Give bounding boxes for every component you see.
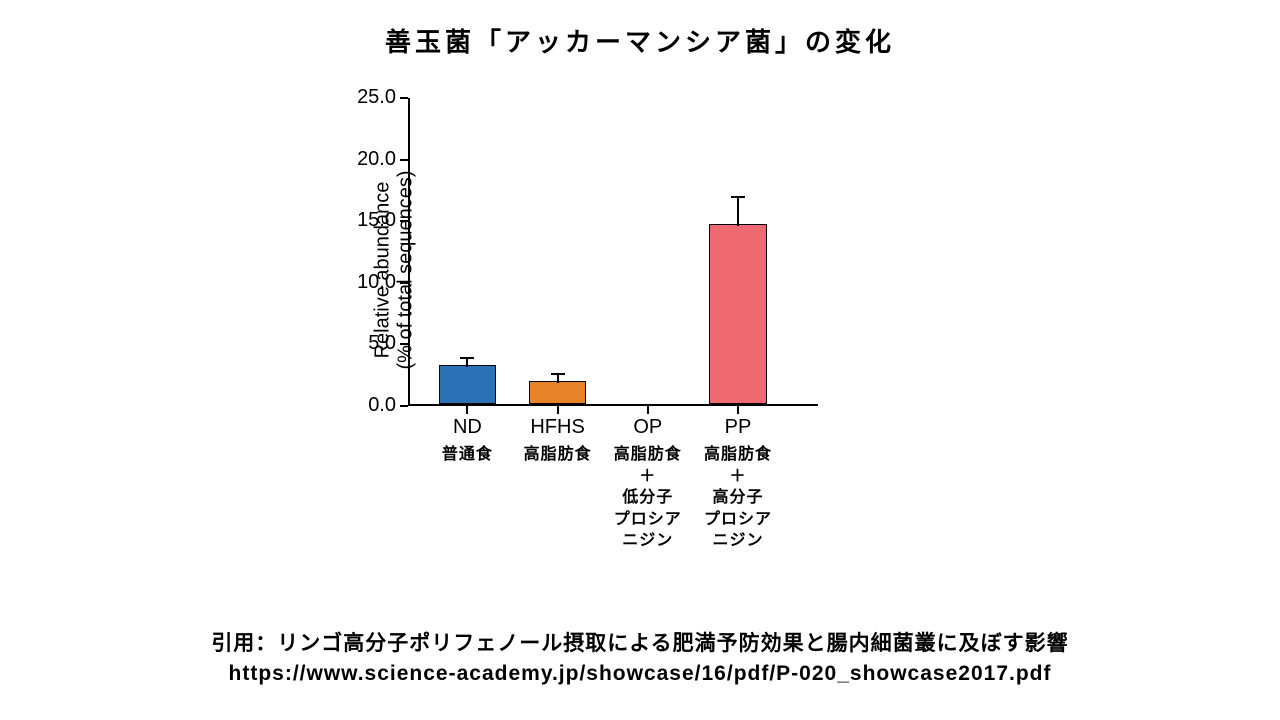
x-tick [557,406,559,414]
y-tick-label: 25.0 [348,86,396,109]
y-tick [400,97,408,99]
x-tick [737,406,739,414]
category-description: 高脂肪食 [508,444,608,466]
error-cap [731,196,745,198]
y-tick-label: 5.0 [348,332,396,355]
error-bar [466,358,468,367]
x-tick-label: OP [598,416,698,439]
category-description: 高脂肪食 ＋ 高分子 プロシア ニジン [688,444,788,552]
chart-container: Relative abundance (% of total sequences… [300,90,840,450]
y-tick-label: 15.0 [348,209,396,232]
x-tick-label: HFHS [508,416,608,439]
y-tick-label: 10.0 [348,271,396,294]
y-tick [400,220,408,222]
error-bar [557,374,559,383]
category-description: 高脂肪食 ＋ 低分子 プロシア ニジン [598,444,698,552]
citation-line2: https://www.science-academy.jp/showcase/… [229,662,1052,685]
plot-area: 0.05.010.015.020.025.0ND普通食HFHS高脂肪食OP高脂肪… [408,98,818,406]
y-tick [400,159,408,161]
category-description: 普通食 [417,444,517,466]
bar-ND [439,365,496,404]
citation: 引用：リンゴ高分子ポリフェノール摂取による肥満予防効果と腸内細菌叢に及ぼす影響 … [0,629,1280,688]
y-tick-label: 0.0 [348,394,396,417]
error-bar [737,197,739,227]
y-tick-label: 20.0 [348,148,396,171]
x-tick [647,406,649,414]
page-root: 善玉菌「アッカーマンシア菌」の変化 Relative abundance (% … [0,0,1280,720]
bar-HFHS [529,381,586,404]
x-tick [466,406,468,414]
y-tick [400,282,408,284]
chart-title: 善玉菌「アッカーマンシア菌」の変化 [0,22,1280,59]
bar-PP [709,224,766,404]
citation-line1: 引用：リンゴ高分子ポリフェノール摂取による肥満予防効果と腸内細菌叢に及ぼす影響 [211,632,1068,655]
x-tick-label: ND [417,416,517,439]
y-tick [400,343,408,345]
error-cap [460,357,474,359]
y-tick [400,405,408,407]
error-cap [551,373,565,375]
x-tick-label: PP [688,416,788,439]
